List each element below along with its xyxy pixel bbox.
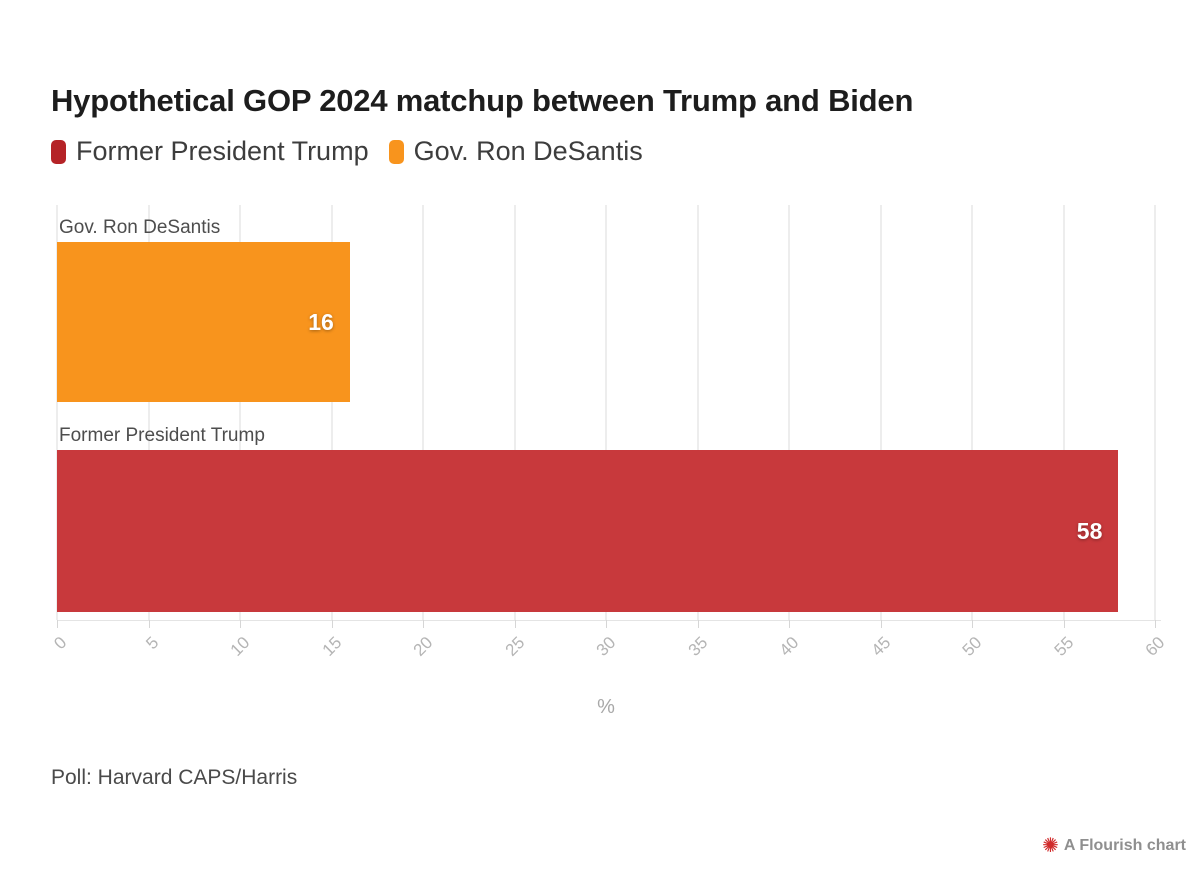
x-axis-title: % [597, 696, 615, 718]
axis-tick [972, 620, 973, 628]
legend-label-trump: Former President Trump [76, 136, 369, 166]
legend: Former President Trump Gov. Ron DeSantis [51, 136, 643, 167]
bar-value-trump: 58 [1076, 517, 1103, 544]
gridline [239, 205, 241, 620]
source-note: Poll: Harvard CAPS/Harris [51, 766, 298, 789]
axis-tick [1063, 620, 1065, 628]
axis-tick-label: 30 [592, 633, 620, 660]
gridline [605, 205, 607, 620]
axis-tick [148, 620, 150, 628]
axis-tick-label: 35 [684, 633, 711, 660]
bar-category-label-trump: Former President Trump [59, 425, 265, 446]
gridline [330, 205, 333, 620]
x-axis-line [57, 620, 1161, 621]
legend-label-desantis: Gov. Ron DeSantis [413, 136, 643, 166]
gridline [1154, 205, 1156, 620]
axis-tick-label: 10 [226, 633, 254, 660]
axis-tick [789, 620, 790, 628]
flourish-starburst-icon: ✺ [1042, 835, 1059, 857]
axis-tick [423, 620, 424, 628]
axis-tick-label: 55 [1050, 633, 1077, 660]
bar-value-desantis: 16 [308, 308, 334, 335]
axis-tick-label: 20 [409, 633, 437, 660]
gridline [879, 205, 882, 620]
axis-tick-label: 5 [141, 633, 162, 654]
axis-tick-label: 0 [50, 633, 71, 654]
gridline [422, 205, 424, 620]
axis-tick-label: 50 [958, 633, 986, 660]
axis-tick [331, 620, 333, 628]
axis-tick-label: 60 [1141, 633, 1169, 660]
flourish-credit-link[interactable]: ✺ A Flourish chart [1042, 836, 1186, 856]
gridline [147, 205, 150, 620]
gridline [513, 205, 516, 620]
axis-tick-label: 40 [775, 633, 803, 660]
plot-area: Gov. Ron DeSantis 16 Former President Tr… [56, 205, 1156, 620]
axis-tick [57, 620, 58, 628]
bar-trump[interactable]: 58 [57, 450, 1119, 612]
axis-tick-label: 45 [867, 633, 894, 660]
axis-tick [514, 620, 516, 628]
axis-tick [880, 620, 882, 628]
axis-tick-label: 25 [501, 633, 528, 660]
x-axis: 0 5 10 15 20 25 30 35 40 45 50 55 60 [50, 620, 1168, 680]
gridline [696, 205, 699, 620]
flourish-credit-label: A Flourish chart [1063, 837, 1186, 854]
axis-tick [240, 620, 241, 628]
legend-swatch-trump-icon [51, 139, 66, 164]
gridline [1062, 205, 1065, 620]
chart-title: Hypothetical GOP 2024 matchup between Tr… [51, 82, 914, 118]
axis-tick-label: 15 [318, 633, 345, 660]
legend-swatch-desantis-icon [388, 139, 404, 164]
axis-tick [606, 620, 607, 628]
axis-tick [697, 620, 699, 628]
legend-item-trump: Former President Trump [51, 136, 369, 167]
gridline [788, 205, 790, 620]
bar-category-label-desantis: Gov. Ron DeSantis [59, 217, 221, 238]
bar-desantis[interactable]: 16 [57, 242, 350, 402]
gridline [56, 205, 58, 620]
legend-item-desantis: Gov. Ron DeSantis [388, 136, 643, 167]
gridline [971, 205, 973, 620]
axis-tick [1155, 620, 1156, 628]
